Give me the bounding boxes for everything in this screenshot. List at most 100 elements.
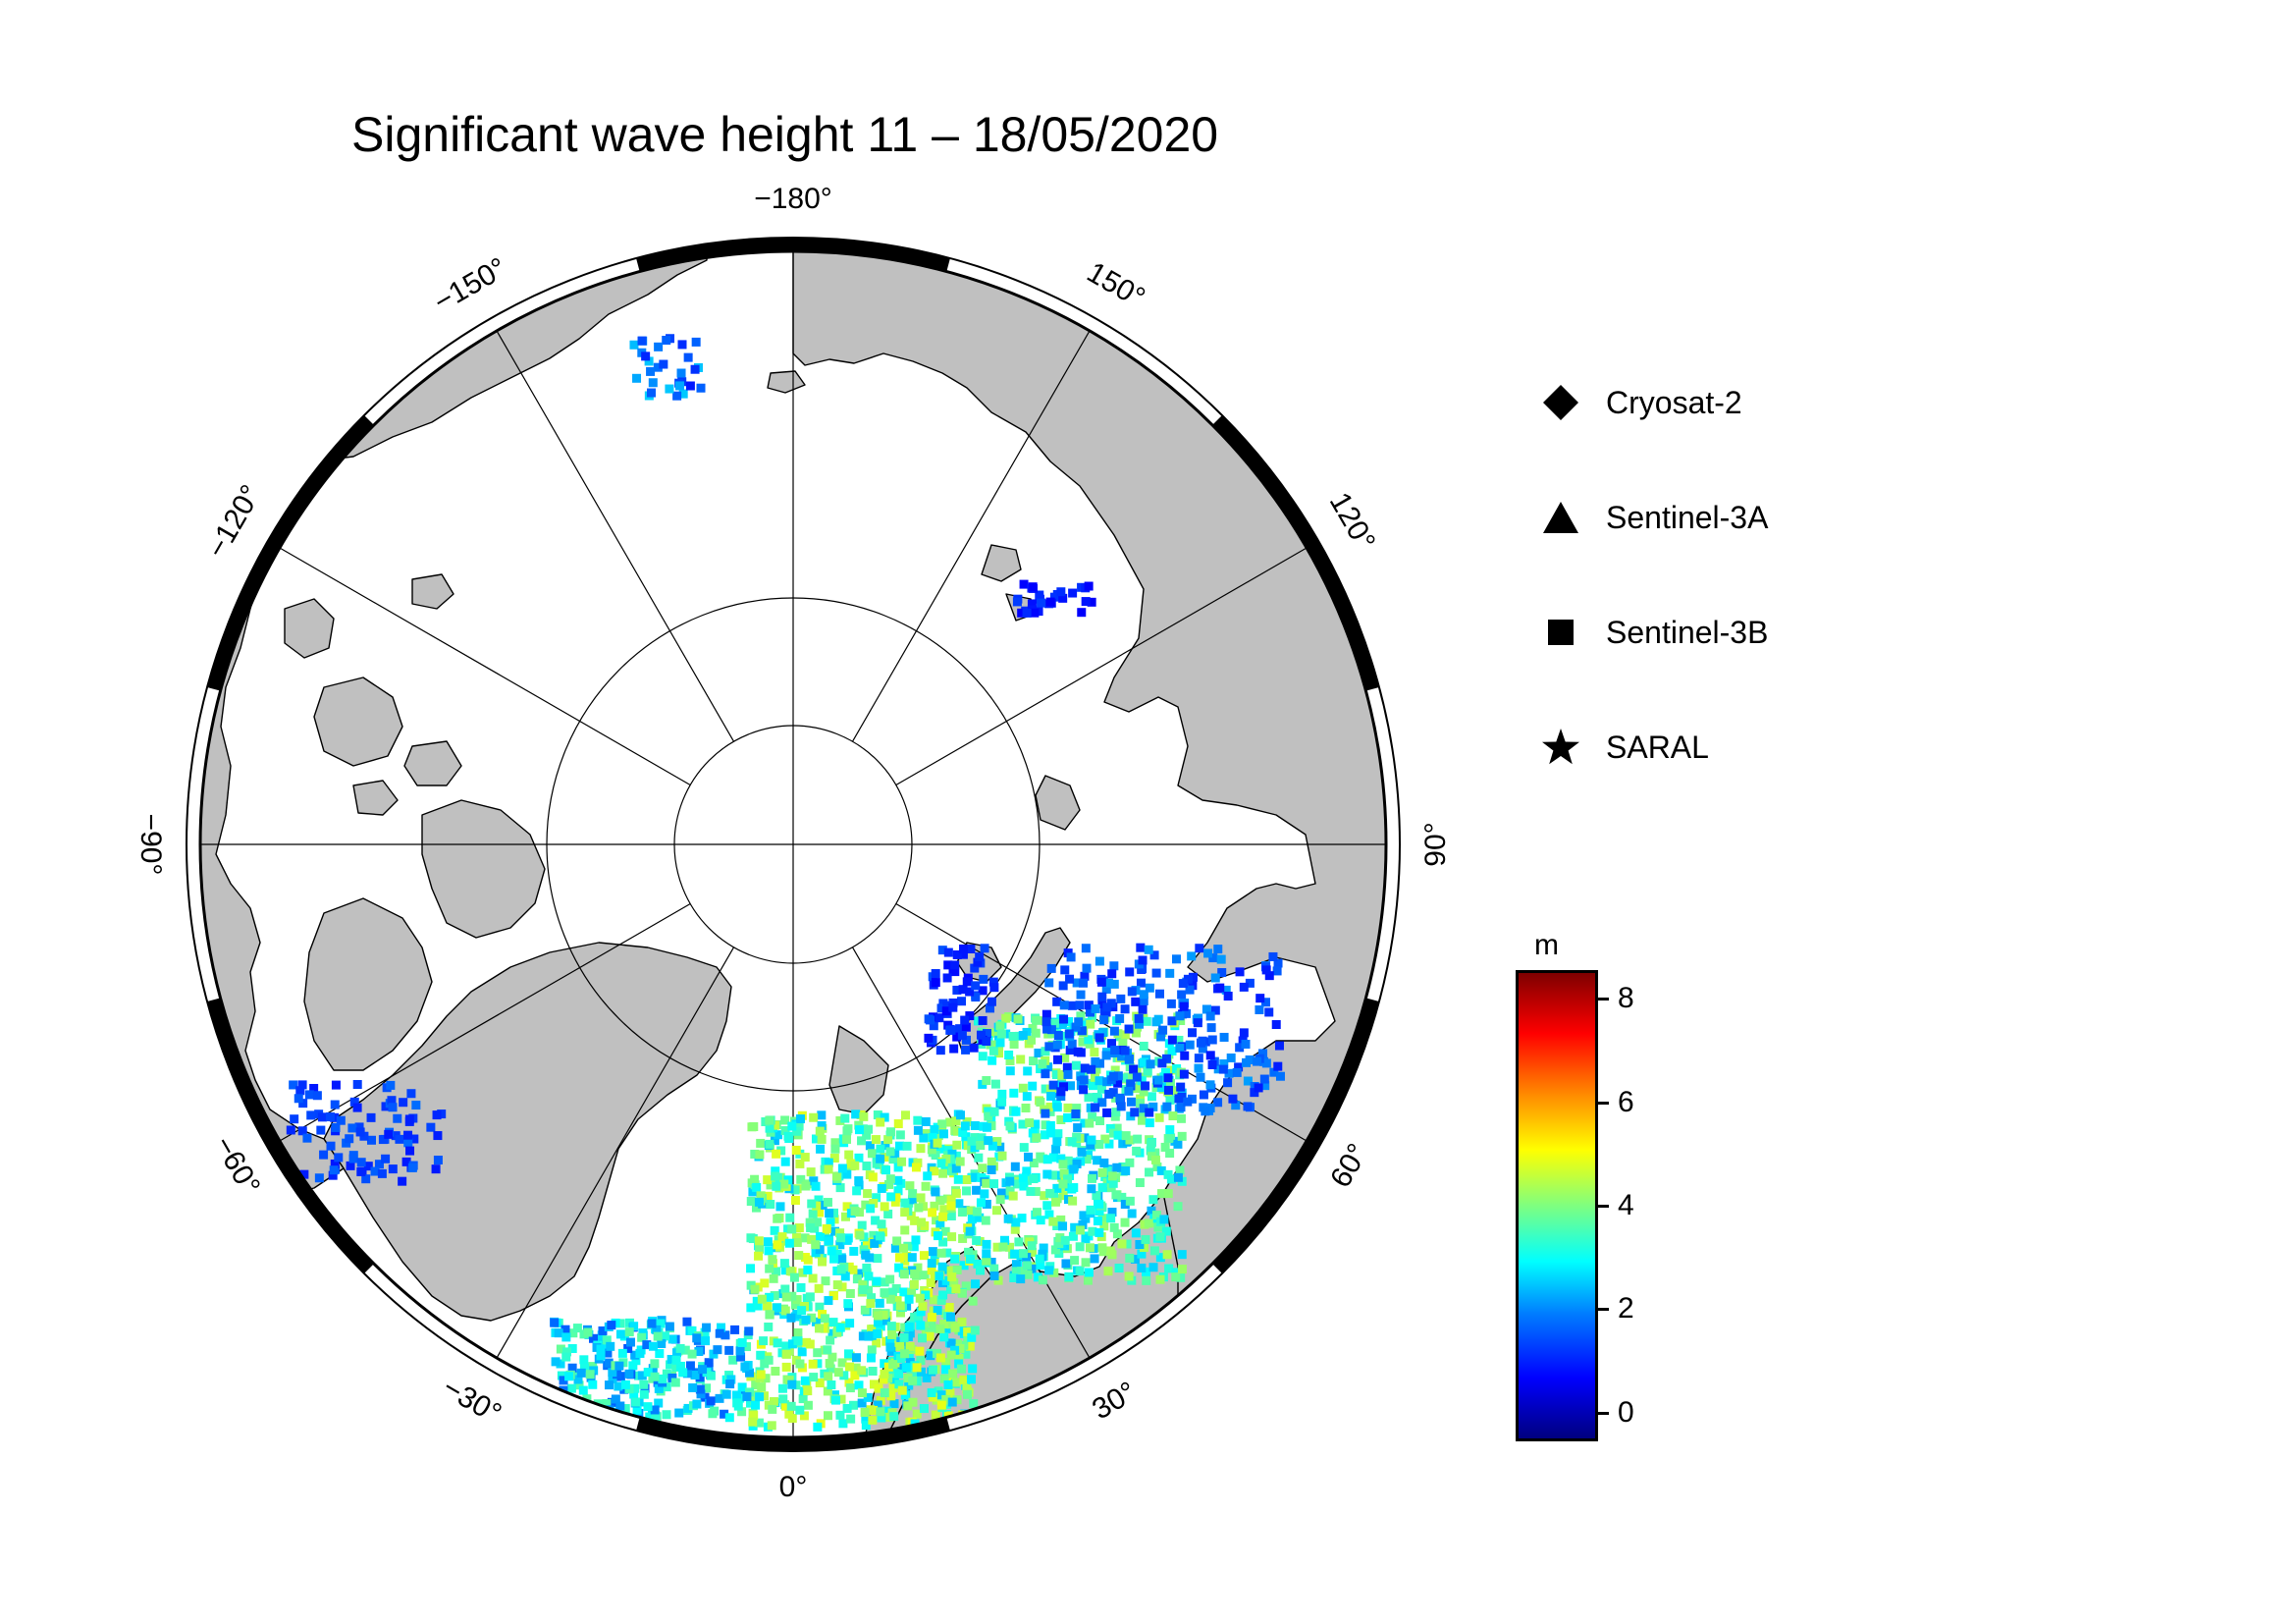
wave-observation <box>1175 1165 1185 1175</box>
frame-segment <box>1212 998 1379 1273</box>
wave-observation <box>696 383 706 393</box>
wave-observation <box>754 1197 764 1207</box>
wave-observation <box>970 963 980 973</box>
wave-observation <box>1205 1011 1215 1021</box>
wave-observation <box>1171 954 1181 964</box>
wave-observation <box>1153 1222 1163 1232</box>
wave-observation <box>352 1080 362 1090</box>
wave-observation <box>845 1362 855 1372</box>
wave-observation <box>1110 1046 1120 1055</box>
wave-observation <box>928 1247 937 1257</box>
wave-observation <box>1165 1125 1175 1135</box>
wave-observation <box>1056 1215 1066 1224</box>
wave-observation <box>941 1324 951 1333</box>
wave-observation <box>667 1354 676 1364</box>
wave-observation <box>1068 1231 1078 1241</box>
map-disc <box>200 251 1386 1437</box>
wave-observation <box>672 391 682 401</box>
wave-observation <box>1198 1044 1207 1054</box>
wave-observation <box>857 1398 867 1408</box>
wave-observation <box>1048 1080 1058 1090</box>
wave-observation <box>685 381 695 391</box>
wave-observation <box>916 1321 926 1330</box>
wave-observation <box>864 1271 874 1281</box>
wave-observation <box>995 1021 1005 1031</box>
wave-observation <box>936 1295 946 1305</box>
wave-observation <box>1047 1170 1057 1180</box>
wave-observation <box>957 1208 967 1217</box>
wave-observation <box>794 1251 804 1261</box>
wave-observation <box>578 1385 588 1395</box>
wave-observation <box>948 1369 958 1379</box>
wave-observation <box>1146 1146 1155 1156</box>
wave-observation <box>737 1407 747 1417</box>
wave-observation <box>843 1299 853 1309</box>
wave-observation <box>1050 1197 1060 1207</box>
wave-observation <box>1041 1084 1050 1094</box>
wave-observation <box>1087 1173 1096 1183</box>
wave-observation <box>1115 1093 1125 1103</box>
wave-observation <box>855 1230 865 1240</box>
wave-observation <box>885 1274 895 1284</box>
wave-observation <box>1045 1102 1055 1111</box>
wave-observation <box>1018 1249 1028 1259</box>
wave-observation <box>1072 1159 1082 1168</box>
wave-observation <box>1223 992 1233 1001</box>
wave-observation <box>1129 1064 1139 1074</box>
wave-observation <box>838 1419 848 1429</box>
wave-observation <box>770 1136 779 1146</box>
wave-observation <box>638 1328 648 1338</box>
wave-observation <box>692 1399 702 1409</box>
wave-observation <box>1073 1123 1083 1133</box>
wave-observation <box>942 1248 952 1258</box>
wave-observation <box>1275 1071 1285 1081</box>
wave-observation <box>806 1222 816 1232</box>
wave-observation <box>698 1365 708 1375</box>
wave-observation <box>1029 1174 1039 1184</box>
wave-observation <box>943 947 953 957</box>
wave-observation <box>934 1131 943 1141</box>
star-icon <box>1541 728 1580 767</box>
wave-observation <box>1139 990 1148 1000</box>
wave-observation <box>708 1409 718 1419</box>
wave-observation <box>1151 1211 1161 1220</box>
wave-observation <box>695 1373 705 1382</box>
colorbar-tick-label: 2 <box>1618 1292 1634 1325</box>
wave-observation <box>1171 1272 1181 1282</box>
wave-observation <box>952 1140 962 1150</box>
wave-observation <box>941 1154 951 1163</box>
wave-observation <box>1146 1059 1155 1069</box>
wave-observation <box>715 1393 724 1403</box>
wave-observation <box>1151 1083 1161 1093</box>
wave-observation <box>1046 963 1056 973</box>
wave-observation <box>1058 1221 1068 1231</box>
wave-observation <box>997 1151 1007 1161</box>
wave-observation <box>992 1242 1002 1252</box>
wave-observation <box>936 1400 946 1410</box>
wave-observation <box>880 1277 889 1287</box>
wave-observation <box>780 1125 790 1135</box>
wave-observation <box>615 1329 625 1339</box>
wave-observation <box>750 1284 760 1294</box>
wave-observation <box>821 1276 830 1286</box>
wave-observation <box>877 1219 886 1229</box>
wave-observation <box>846 1414 856 1424</box>
wave-observation <box>955 1343 965 1353</box>
wave-observation <box>959 1375 969 1384</box>
wave-observation <box>1087 1064 1096 1074</box>
wave-observation <box>1122 1239 1132 1249</box>
wave-observation <box>1231 1101 1241 1110</box>
wave-observation <box>889 1412 899 1422</box>
wave-observation <box>1082 963 1092 973</box>
wave-observation <box>978 1052 988 1061</box>
wave-observation <box>971 1279 981 1289</box>
wave-observation <box>1028 1081 1038 1091</box>
wave-observation <box>1090 1254 1099 1264</box>
wave-observation <box>881 1165 890 1175</box>
wave-observation <box>1193 1018 1202 1028</box>
wave-observation <box>995 1195 1005 1205</box>
wave-observation <box>890 1149 900 1159</box>
wave-observation <box>861 1421 871 1431</box>
wave-observation <box>923 1171 933 1181</box>
wave-observation <box>980 1189 989 1199</box>
